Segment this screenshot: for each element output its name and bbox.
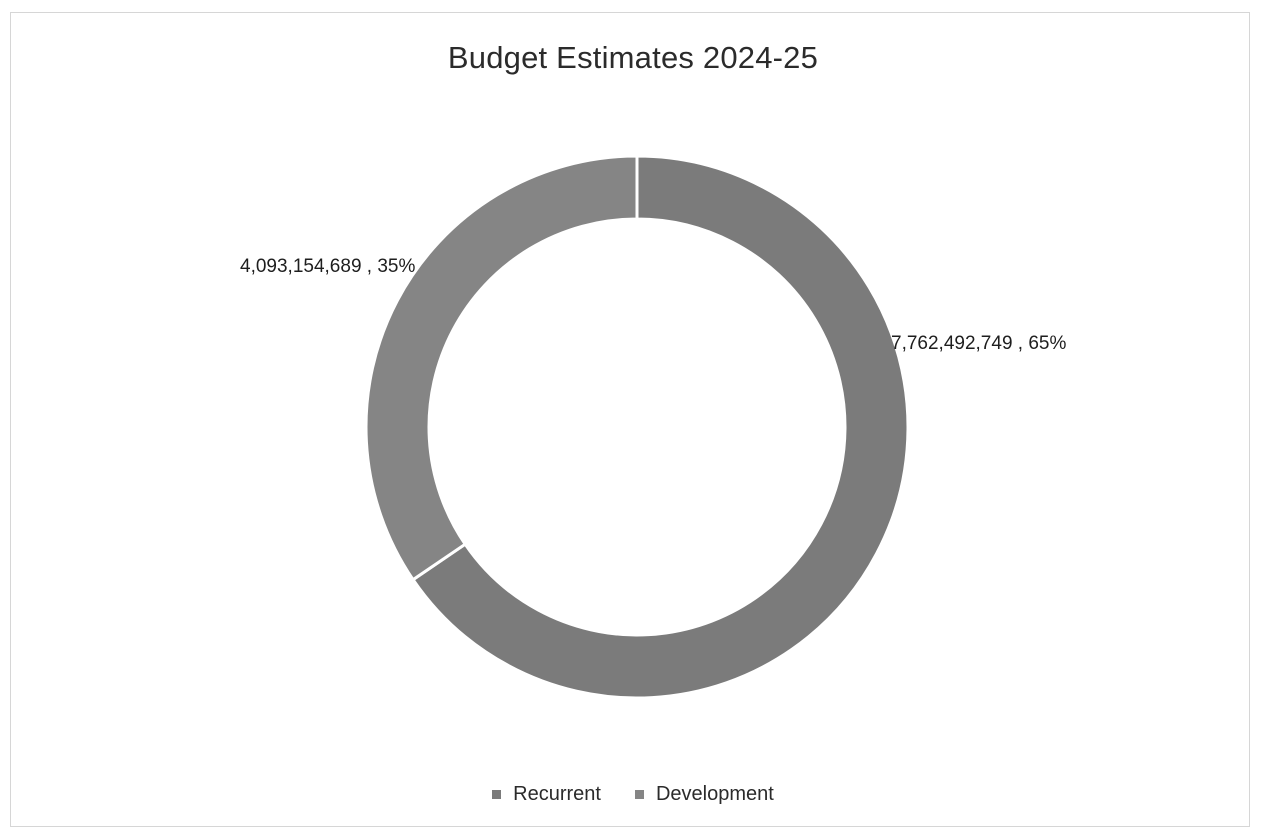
legend-item-recurrent: Recurrent (492, 783, 601, 806)
donut-slices (364, 154, 910, 700)
legend-swatch-development (634, 790, 644, 799)
legend-label-development: Development (655, 783, 774, 805)
donut-slice-recurrent (411, 154, 910, 700)
legend-label-recurrent: Recurrent (513, 783, 601, 805)
legend-swatch-recurrent (492, 790, 502, 799)
data-label-development: 4,093,154,689 , 35% (240, 256, 415, 277)
legend: Recurrent Development (0, 783, 1266, 806)
chart-title: Budget Estimates 2024-25 (447, 40, 819, 75)
legend-item-development: Development (634, 783, 774, 806)
donut-slice-development (364, 154, 639, 582)
data-label-recurrent: 7,762,492,749 , 65% (891, 333, 1066, 354)
